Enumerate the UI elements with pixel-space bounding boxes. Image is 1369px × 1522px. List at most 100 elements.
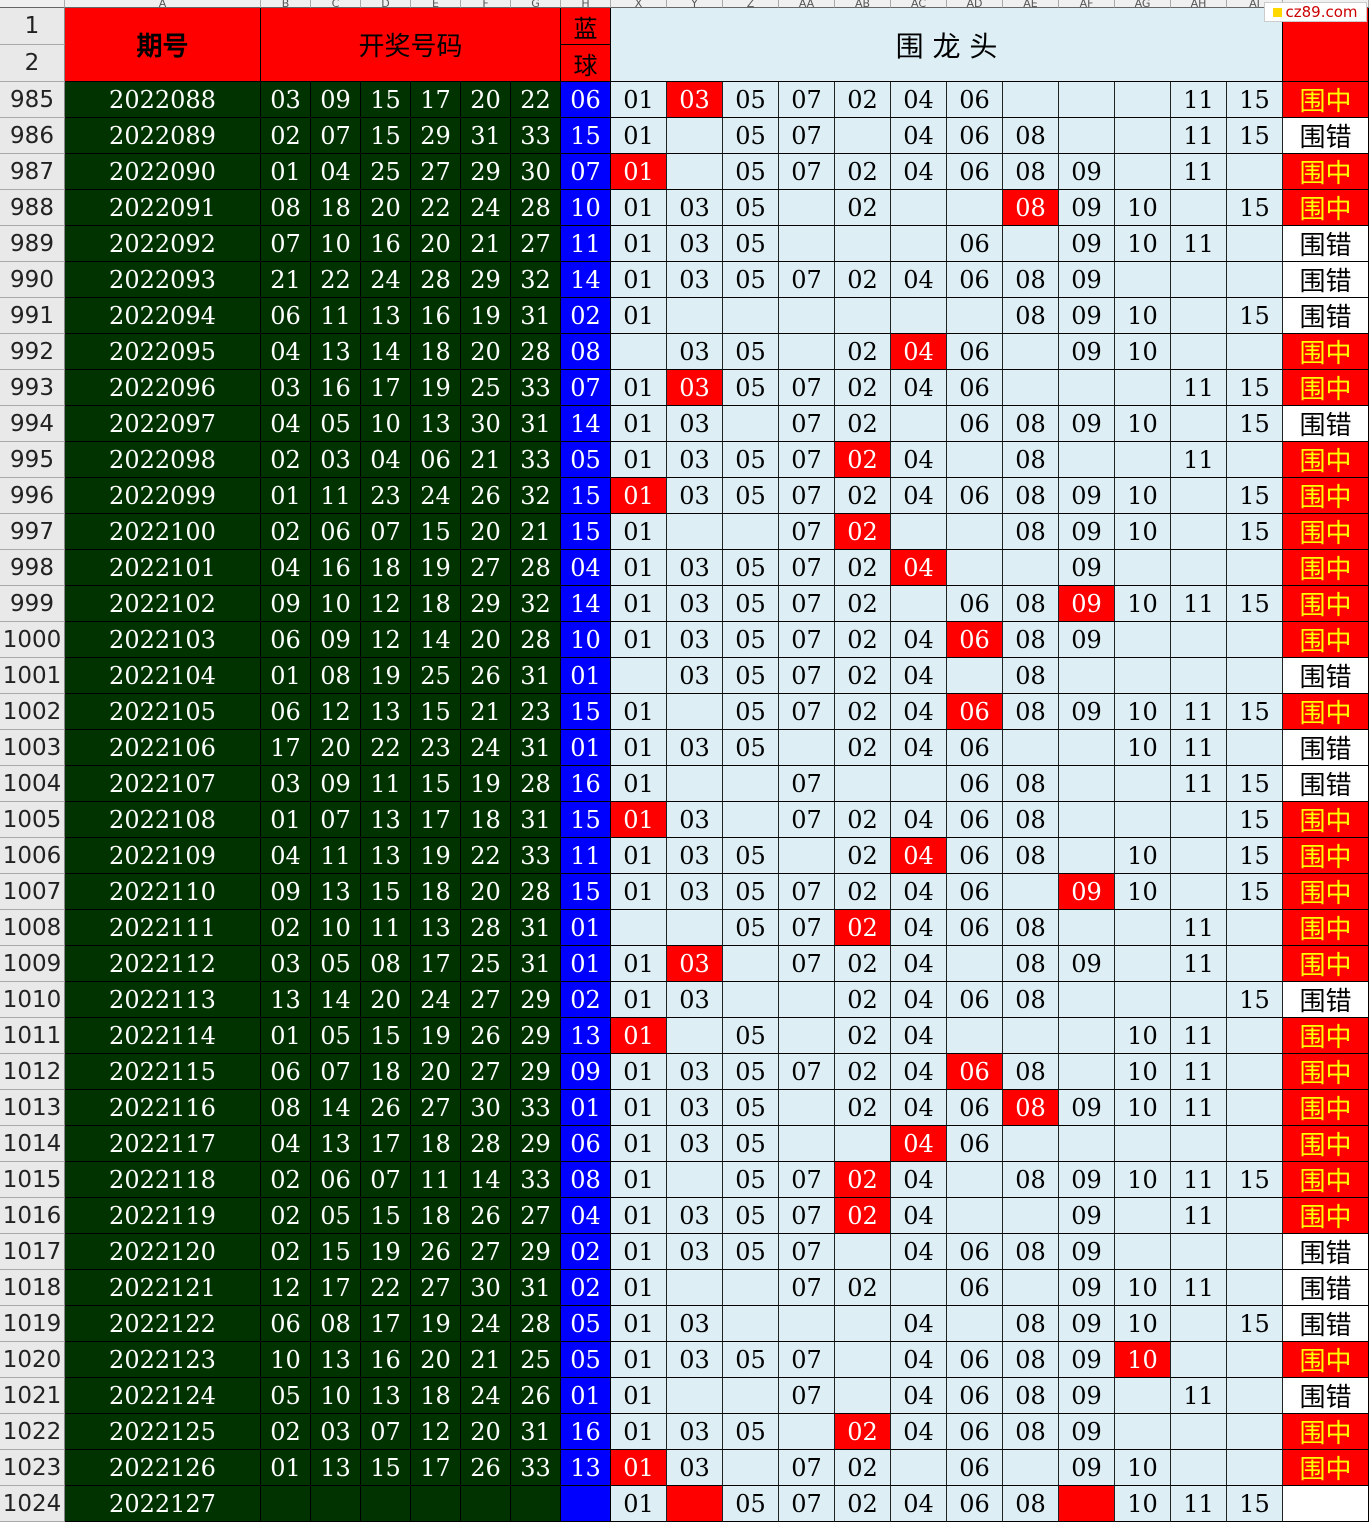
pool-cell[interactable]: [1227, 154, 1283, 190]
blue-ball-cell[interactable]: 05: [561, 442, 611, 478]
blue-ball-cell[interactable]: 06: [561, 82, 611, 118]
pool-cell[interactable]: 08: [1003, 658, 1059, 694]
pool-cell[interactable]: 01: [611, 874, 667, 910]
blue-ball-cell[interactable]: 01: [561, 1090, 611, 1126]
pool-cell[interactable]: [1115, 982, 1171, 1018]
pool-cell[interactable]: 10: [1115, 514, 1171, 550]
red-ball-cell[interactable]: 24: [411, 478, 461, 514]
red-ball-cell[interactable]: 18: [411, 586, 461, 622]
red-ball-cell[interactable]: 20: [311, 730, 361, 766]
pool-cell[interactable]: [667, 514, 723, 550]
red-ball-cell[interactable]: 20: [361, 190, 411, 226]
pool-cell[interactable]: [1227, 730, 1283, 766]
pool-cell[interactable]: 02: [835, 442, 891, 478]
blue-ball-cell[interactable]: 02: [561, 298, 611, 334]
pool-cell[interactable]: 02: [835, 730, 891, 766]
red-ball-cell[interactable]: 07: [311, 118, 361, 154]
pool-cell[interactable]: [1003, 1018, 1059, 1054]
red-ball-cell[interactable]: 28: [511, 766, 561, 802]
pool-cell[interactable]: 04: [891, 478, 947, 514]
red-ball-cell[interactable]: 32: [511, 478, 561, 514]
blue-ball-cell[interactable]: 01: [561, 1378, 611, 1414]
row-header[interactable]: 1016: [0, 1198, 65, 1234]
row-header[interactable]: 986: [0, 118, 65, 154]
pool-cell[interactable]: 08: [1003, 1054, 1059, 1090]
pool-cell[interactable]: [779, 298, 835, 334]
issue-cell[interactable]: 2022103: [65, 622, 261, 658]
pool-cell[interactable]: 09: [1059, 1414, 1115, 1450]
pool-cell[interactable]: [1059, 910, 1115, 946]
red-ball-cell[interactable]: 05: [311, 1018, 361, 1054]
red-ball-cell[interactable]: 31: [511, 1414, 561, 1450]
pool-cell[interactable]: 06: [947, 1450, 1003, 1486]
pool-cell[interactable]: 02: [835, 658, 891, 694]
pool-cell[interactable]: 07: [779, 694, 835, 730]
blue-ball-cell[interactable]: 01: [561, 730, 611, 766]
pool-cell[interactable]: [1171, 658, 1227, 694]
blue-ball-cell[interactable]: 15: [561, 874, 611, 910]
pool-cell[interactable]: 04: [891, 1054, 947, 1090]
row-header[interactable]: 988: [0, 190, 65, 226]
pool-cell[interactable]: 02: [835, 1162, 891, 1198]
pool-cell[interactable]: 02: [835, 838, 891, 874]
pool-cell[interactable]: 03: [667, 442, 723, 478]
pool-cell[interactable]: [1227, 946, 1283, 982]
pool-cell[interactable]: [1059, 1018, 1115, 1054]
red-ball-cell[interactable]: 07: [361, 1414, 411, 1450]
pool-cell[interactable]: 08: [1003, 1162, 1059, 1198]
pool-cell[interactable]: 11: [1171, 946, 1227, 982]
red-ball-cell[interactable]: 22: [511, 82, 561, 118]
blue-ball-cell[interactable]: 16: [561, 1414, 611, 1450]
red-ball-cell[interactable]: 27: [461, 1234, 511, 1270]
pool-cell[interactable]: 07: [779, 1486, 835, 1522]
pool-cell[interactable]: 07: [779, 1198, 835, 1234]
pool-cell[interactable]: 06: [947, 1378, 1003, 1414]
column-header[interactable]: X: [611, 0, 667, 8]
pool-cell[interactable]: [835, 1378, 891, 1414]
issue-cell[interactable]: 2022105: [65, 694, 261, 730]
pool-cell[interactable]: 01: [611, 1090, 667, 1126]
pool-cell[interactable]: 10: [1115, 1486, 1171, 1522]
red-ball-cell[interactable]: 02: [261, 910, 311, 946]
red-ball-cell[interactable]: 12: [411, 1414, 461, 1450]
pool-cell[interactable]: 05: [723, 1342, 779, 1378]
pool-cell[interactable]: [667, 154, 723, 190]
red-ball-cell[interactable]: 30: [461, 406, 511, 442]
red-ball-cell[interactable]: 31: [461, 118, 511, 154]
pool-cell[interactable]: 09: [1059, 298, 1115, 334]
row-header[interactable]: 1017: [0, 1234, 65, 1270]
red-ball-cell[interactable]: 22: [361, 1270, 411, 1306]
row-header[interactable]: 1020: [0, 1342, 65, 1378]
pool-cell[interactable]: 10: [1115, 334, 1171, 370]
row-header[interactable]: 1001: [0, 658, 65, 694]
pool-cell[interactable]: 08: [1003, 1342, 1059, 1378]
pool-cell[interactable]: 03: [667, 370, 723, 406]
pool-cell[interactable]: [835, 766, 891, 802]
red-ball-cell[interactable]: 22: [461, 838, 511, 874]
red-ball-cell[interactable]: 20: [461, 82, 511, 118]
pool-cell[interactable]: 07: [779, 946, 835, 982]
red-ball-cell[interactable]: 05: [311, 1198, 361, 1234]
pool-cell[interactable]: [947, 1306, 1003, 1342]
red-ball-cell[interactable]: 18: [361, 550, 411, 586]
pool-cell[interactable]: 11: [1171, 1378, 1227, 1414]
pool-cell[interactable]: [1115, 1234, 1171, 1270]
pool-cell[interactable]: [1171, 1306, 1227, 1342]
issue-cell[interactable]: 2022090: [65, 154, 261, 190]
pool-cell[interactable]: 02: [835, 514, 891, 550]
row-header[interactable]: 990: [0, 262, 65, 298]
red-ball-cell[interactable]: 17: [361, 1306, 411, 1342]
pool-cell[interactable]: [779, 1126, 835, 1162]
pool-cell[interactable]: [1115, 802, 1171, 838]
red-ball-cell[interactable]: 19: [411, 1306, 461, 1342]
column-header[interactable]: AA: [779, 0, 835, 8]
pool-cell[interactable]: 05: [723, 694, 779, 730]
row-header[interactable]: 1002: [0, 694, 65, 730]
red-ball-cell[interactable]: 33: [511, 118, 561, 154]
red-ball-cell[interactable]: 02: [261, 1234, 311, 1270]
red-ball-cell[interactable]: 26: [461, 1018, 511, 1054]
blue-ball-cell[interactable]: 15: [561, 118, 611, 154]
red-ball-cell[interactable]: 22: [311, 262, 361, 298]
pool-cell[interactable]: 04: [891, 82, 947, 118]
pool-cell[interactable]: 11: [1171, 910, 1227, 946]
